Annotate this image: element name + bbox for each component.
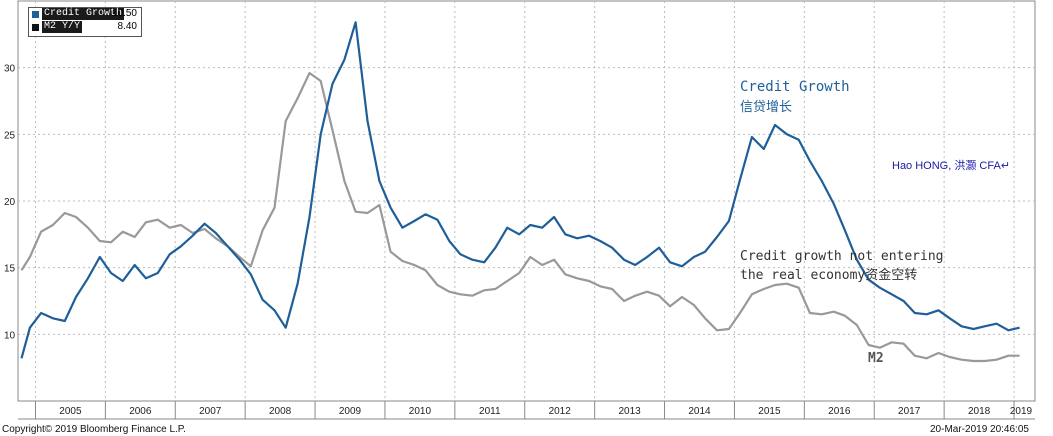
x-tick-label: 2017 xyxy=(898,406,921,417)
x-tick-label: 2009 xyxy=(339,406,362,417)
x-tick-label: 2005 xyxy=(59,406,82,417)
copyright: Copyright© 2019 Bloomberg Finance L.P. xyxy=(2,424,186,435)
annotation-note-line2: the real economy资金空转 xyxy=(740,268,918,283)
y-axis: 10 15 20 25 30 xyxy=(4,64,16,342)
series-line-m2 xyxy=(20,71,1020,363)
x-tick-label: 2013 xyxy=(618,406,641,417)
legend-value-credit-growth: 10.50 xyxy=(111,8,137,19)
x-tick-label: 2016 xyxy=(828,406,851,417)
legend-swatch-credit-growth xyxy=(32,11,39,18)
x-tick-label: 2010 xyxy=(409,406,432,417)
legend-item-credit-growth: Credit Growth 10.50 xyxy=(29,8,141,21)
annotation-credit-growth: Credit Growth xyxy=(740,79,850,95)
plot-border xyxy=(17,0,1036,402)
timestamp: 20-Mar-2019 20:46:05 xyxy=(930,424,1029,435)
legend-label-m2: M2 Y/Y xyxy=(42,21,83,33)
annotation-m2: M2 xyxy=(868,351,884,366)
x-tick-label: 2018 xyxy=(968,406,991,417)
x-tick-label: 2015 xyxy=(758,406,781,417)
x-tick-label: 2012 xyxy=(549,406,572,417)
series-lines xyxy=(20,21,1020,363)
annotation-note-line1: Credit growth not entering xyxy=(740,249,944,264)
x-tick-label: 2007 xyxy=(199,406,222,417)
legend-label-credit-growth: Credit Growth xyxy=(42,8,125,20)
x-tick-label: 2019 xyxy=(1010,406,1033,417)
legend-item-m2: M2 Y/Y 8.40 xyxy=(29,21,141,34)
x-tick-label: 2008 xyxy=(269,406,292,417)
legend: Credit Growth 10.50 M2 Y/Y 8.40 xyxy=(28,7,142,37)
x-axis: 2005 2006 2007 2008 2009 2010 2011 2012 2013 2014… xyxy=(18,401,1035,420)
y-tick-label: 15 xyxy=(4,264,16,275)
annotation-author: Hao HONG, 洪灏 CFA↵ xyxy=(892,160,1011,172)
x-tick-label: 2006 xyxy=(129,406,152,417)
y-tick-label: 30 xyxy=(4,64,16,75)
annotation-credit-growth-cn: 信贷增长 xyxy=(740,99,793,114)
grid xyxy=(18,1,1035,401)
legend-swatch-m2 xyxy=(32,24,39,31)
series-line-credit-growth xyxy=(20,21,1020,359)
y-tick-label: 25 xyxy=(4,130,16,141)
x-tick-label: 2014 xyxy=(688,406,711,417)
legend-value-m2: 8.40 xyxy=(117,21,137,32)
y-tick-label: 10 xyxy=(4,330,16,341)
x-tick-label: 2011 xyxy=(479,406,501,417)
y-tick-label: 20 xyxy=(4,197,16,208)
